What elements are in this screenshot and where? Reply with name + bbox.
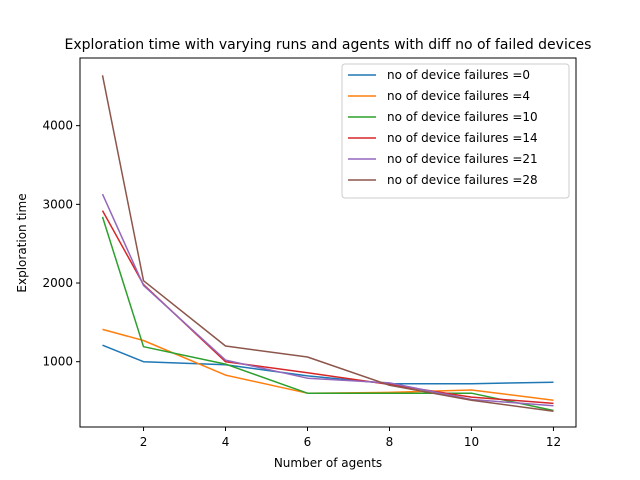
- series-line-3: [101, 210, 554, 405]
- y-tick-label: 1000: [42, 355, 73, 369]
- y-tick-label: 3000: [42, 197, 73, 211]
- legend-label: no of device failures =28: [387, 173, 538, 187]
- chart-title: Exploration time with varying runs and a…: [65, 37, 592, 53]
- series-line-5: [101, 75, 554, 413]
- x-axis-ticks: 2 4 6 8 10 12: [140, 427, 561, 449]
- x-tick-label: 8: [386, 435, 394, 449]
- series-line-2: [101, 216, 554, 412]
- x-tick-label: 2: [140, 435, 148, 449]
- series-line-4: [101, 193, 554, 407]
- x-tick-label: 6: [304, 435, 312, 449]
- plot-lines: [101, 75, 554, 413]
- legend-label: no of device failures =10: [387, 110, 538, 124]
- y-axis-ticks: 1000 2000 3000 4000: [42, 119, 80, 369]
- x-tick-label: 12: [546, 435, 561, 449]
- legend-box: [341, 63, 570, 199]
- legend-label: no of device failures =21: [387, 152, 538, 166]
- legend-label: no of device failures =0: [387, 68, 530, 82]
- legend-label: no of device failures =4: [387, 89, 530, 103]
- x-axis-label: Number of agents: [274, 456, 382, 470]
- y-axis-label: Exploration time: [15, 193, 29, 292]
- legend-label: no of device failures =14: [387, 131, 538, 145]
- y-tick-label: 4000: [42, 119, 73, 133]
- y-tick-label: 2000: [42, 276, 73, 290]
- x-tick-label: 10: [464, 435, 479, 449]
- plot-frame: [79, 57, 577, 428]
- series-line-0: [102, 344, 554, 385]
- legend: no of device failures =0 no of device fai…: [341, 63, 570, 199]
- x-tick-label: 4: [222, 435, 230, 449]
